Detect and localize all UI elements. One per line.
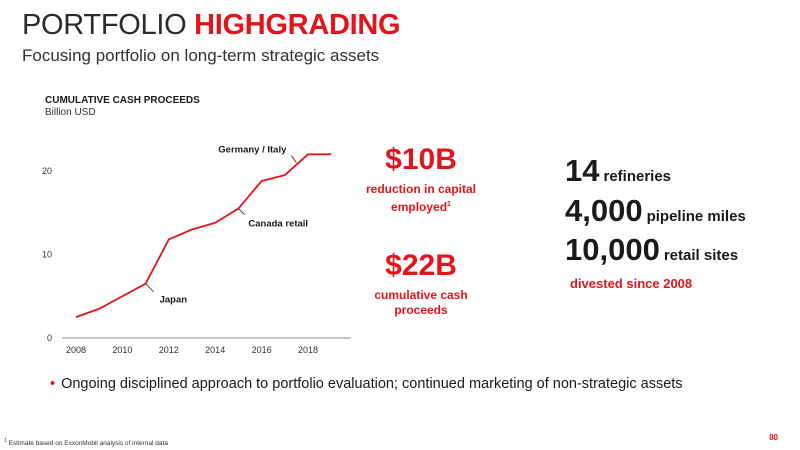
title-highlight: HIGHGRADING	[194, 9, 401, 41]
pipeline-count: 4,000	[565, 193, 643, 228]
cash-caption-line1: cumulative cash	[374, 288, 468, 302]
x-tick-label: 2018	[298, 345, 318, 355]
divested-refineries: 14 refineries	[565, 153, 671, 189]
refineries-label: refineries	[603, 168, 672, 185]
x-tick-label: 2008	[66, 345, 86, 355]
bullet-dot-icon: •	[50, 376, 56, 392]
footnote: 1 Estimate based on ExxonMobil analysis …	[4, 438, 168, 447]
capital-caption-line2-wrap: employed1	[346, 197, 496, 215]
cash-proceeds-caption: cumulative cash proceeds	[346, 288, 496, 318]
x-tick-label: 2010	[112, 345, 132, 355]
capital-reduction-value: $10B	[385, 143, 457, 176]
pipeline-label: pipeline miles	[646, 208, 746, 225]
divested-caption: divested since 2008	[570, 276, 693, 291]
series-line	[75, 153, 332, 318]
capital-caption-line2: employed	[391, 200, 448, 214]
bullet-point: • Ongoing disciplined approach to portfol…	[50, 376, 683, 392]
page-title: PORTFOLIO HIGHGRADING	[22, 8, 401, 42]
annotation-label: Japan	[160, 295, 188, 306]
x-tick-label: 2012	[159, 345, 179, 355]
x-tick-label: 2014	[205, 345, 225, 355]
footnote-text: Estimate based on ExxonMobil analysis of…	[8, 440, 168, 448]
footnote-mark: 1	[4, 438, 7, 444]
page-number: 80	[769, 433, 778, 442]
y-tick-label: 10	[42, 250, 52, 260]
title-plain: PORTFOLIO	[22, 9, 187, 41]
chart-title: CUMULATIVE CASH PROCEEDS	[45, 95, 200, 106]
capital-footnote-mark: 1	[447, 201, 451, 208]
y-tick-label: 0	[47, 333, 52, 343]
retail-count: 10,000	[565, 232, 660, 267]
retail-label: retail sites	[663, 247, 739, 264]
annotation-label: Germany / Italy	[218, 145, 287, 156]
annotation-leader	[291, 155, 297, 163]
y-tick-label: 20	[42, 166, 52, 176]
page-subtitle: Focusing portfolio on long-term strategi…	[22, 46, 380, 65]
divested-pipelines: 4,000 pipeline miles	[565, 193, 746, 229]
annotation-label: Canada retail	[248, 219, 308, 230]
cash-caption-line2: proceeds	[394, 303, 448, 317]
cash-proceeds-value: $22B	[385, 249, 457, 282]
annotation-leader	[238, 208, 245, 215]
capital-caption-line1: reduction in capital	[365, 182, 476, 196]
annotation-leader	[145, 283, 154, 293]
x-tick-label: 2016	[252, 345, 272, 355]
capital-reduction-caption: reduction in capital employed1	[346, 182, 496, 215]
bullet-text: Ongoing disciplined approach to portfoli…	[61, 376, 683, 392]
refineries-count: 14	[565, 153, 600, 188]
chart-unit-label: Billion USD	[45, 107, 96, 118]
divested-retail: 10,000 retail sites	[565, 232, 738, 268]
